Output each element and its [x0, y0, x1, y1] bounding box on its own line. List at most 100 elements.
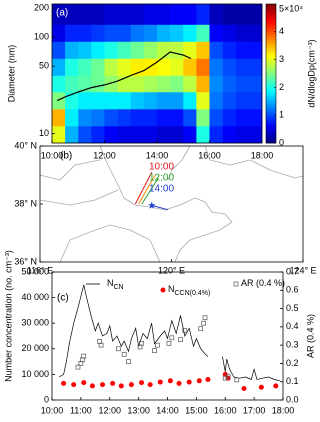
heatmap-cell [65, 125, 79, 144]
heatmap-cell [117, 24, 132, 42]
data-dot [89, 383, 95, 389]
x-tick-label: 10:00 [41, 150, 64, 160]
colorbar-swatch [266, 9, 276, 13]
heatmap-cell [235, 4, 250, 25]
data-square [121, 351, 127, 357]
colorbar-swatch [266, 106, 276, 111]
colorbar-swatch [266, 67, 276, 72]
heatmap-cell [196, 24, 210, 42]
y2-tick-label: 0.7 [286, 266, 299, 276]
data-dot [61, 380, 67, 386]
x-tick-label: 120° E [158, 265, 185, 275]
data-square [198, 326, 204, 332]
colorbar-swatch [266, 70, 276, 74]
legend-symbol [233, 281, 239, 287]
heatmap-cell [143, 4, 158, 25]
heatmap-cell [183, 91, 197, 110]
heatmap-cell [222, 4, 237, 25]
y-tick-label: 20 000 [21, 343, 49, 353]
heatmap-cell [196, 108, 210, 127]
legend-name: N [107, 278, 114, 288]
legend-label: NCN [107, 278, 124, 290]
heatmap-cell [170, 4, 184, 25]
heatmap-cell [130, 91, 145, 110]
colorbar-swatch [266, 87, 276, 91]
data-dot [273, 383, 279, 389]
data-dot [110, 380, 116, 386]
data-dot [139, 380, 145, 386]
heatmap-cell [117, 108, 132, 127]
legend-name-subscript: CCN(0.4%) [175, 290, 211, 297]
colorbar-swatch [266, 12, 276, 16]
heatmap-cell [143, 125, 158, 144]
border [39, 189, 119, 206]
colorbar-tick-label: 0 [279, 137, 284, 147]
heatmap-cell [222, 91, 237, 110]
y-tick-label: 38° N [14, 198, 37, 208]
panel-label: (a) [56, 8, 68, 19]
mean-diameter-line [56, 51, 192, 102]
x-tick-label: 12:00 [98, 405, 121, 415]
colorbar-swatch [266, 45, 276, 49]
y-tick-label: 40° N [14, 140, 37, 150]
data-square [225, 373, 231, 379]
legend-label: NCCN(0.4%) [168, 284, 210, 296]
heatmap-cell [209, 4, 223, 25]
border [39, 159, 101, 181]
trajectory-label: 14:00 [149, 184, 174, 195]
heatmap-cell [78, 24, 92, 42]
heatmap-cell [157, 4, 171, 25]
colorbar-swatch [266, 112, 276, 116]
colorbar-swatch [266, 26, 276, 30]
data-dot [258, 384, 264, 390]
y2-tick-label: 0.4 [286, 321, 299, 331]
heatmap-cell [235, 125, 250, 144]
heatmap-cell [209, 24, 223, 42]
heatmap-cell [209, 41, 223, 59]
heatmap-cell [104, 24, 118, 42]
trajectory-label: 12:00 [149, 173, 174, 184]
y-tick-label: 40 000 [21, 292, 49, 302]
heatmap-cell [170, 75, 184, 93]
data-dot [222, 371, 228, 377]
heatmap-cell [78, 4, 92, 25]
panel-label: (c) [57, 293, 69, 304]
x-tick-label: 13:00 [127, 405, 150, 415]
colorbar-swatch [266, 92, 276, 97]
colorbar-swatch [266, 59, 276, 63]
heatmap-cell [52, 75, 66, 93]
x-tick-label: 124° E [289, 265, 316, 275]
heatmap-cell [52, 91, 66, 110]
heatmap-cell [248, 4, 263, 25]
colorbar-swatch [266, 56, 276, 60]
x-tick-label: 14:00 [156, 405, 179, 415]
colorbar-tick-label: 5×10⁴ [279, 3, 303, 13]
legend-name-subscript: CN [114, 284, 124, 291]
heatmap-cell [117, 58, 132, 76]
heatmap-cell [65, 75, 79, 93]
heatmap-cell [183, 24, 197, 42]
heatmap-cell [183, 58, 197, 76]
colorbar-swatch [266, 76, 276, 80]
heatmap-cell [104, 4, 118, 25]
heatmap-cell [222, 125, 237, 144]
heatmap-cell [91, 58, 105, 76]
data-square [126, 359, 131, 364]
colorbar-swatch [266, 48, 276, 52]
heatmap-cell [209, 91, 223, 110]
coastlines [39, 145, 304, 263]
colorbar-swatch [266, 17, 276, 22]
coastline [99, 145, 233, 263]
heatmap-cell [104, 91, 118, 110]
heatmap-cell [183, 75, 197, 93]
y-axis-label: Diameter (nm) [6, 45, 16, 103]
x-tick-label: 18:00 [251, 150, 274, 160]
colorbar-swatch [266, 37, 276, 41]
legend-name: AR (0.4 %) [241, 278, 285, 288]
data-square [155, 342, 160, 348]
colorbar-swatch [266, 4, 276, 8]
colorbar-swatch [266, 6, 276, 10]
data-square [139, 340, 144, 346]
heatmap-cell [157, 125, 171, 144]
